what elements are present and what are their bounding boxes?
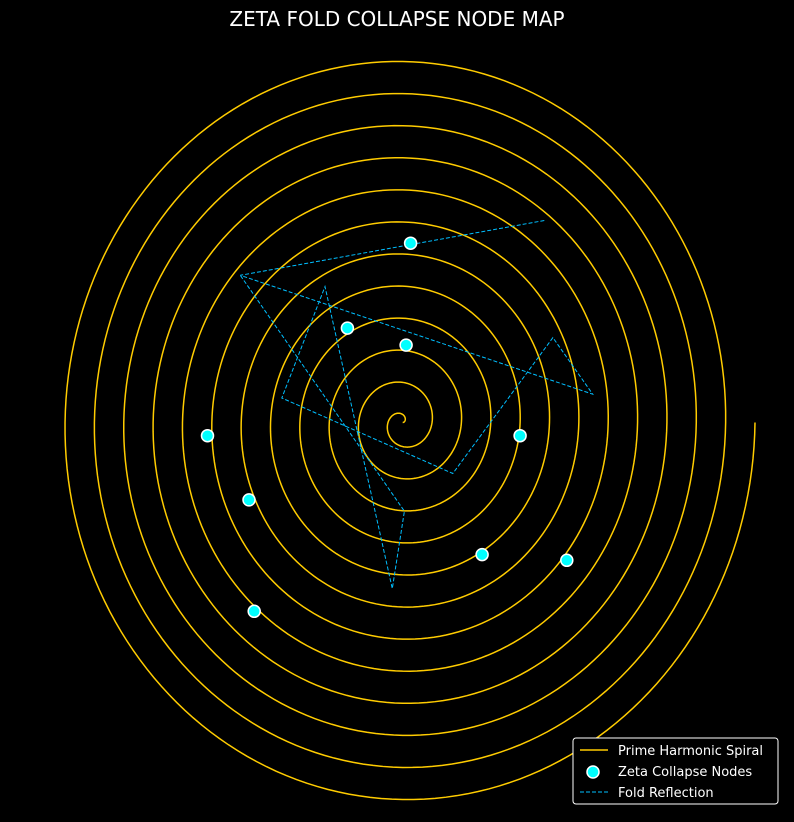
zeta-collapse-node-9 xyxy=(247,604,261,619)
zeta-collapse-node-6 xyxy=(242,493,256,507)
zeta-collapse-node-8 xyxy=(560,553,574,568)
zeta-collapse-node-2 xyxy=(340,321,355,335)
zeta-collapse-node-1 xyxy=(403,236,418,250)
series-prime-harmonic-spiral xyxy=(64,60,756,801)
legend-label-spiral: Prime Harmonic Spiral xyxy=(618,744,763,759)
zeta-collapse-node-3 xyxy=(399,338,413,352)
zeta-collapse-node-5 xyxy=(200,428,215,443)
zeta-collapse-node-4 xyxy=(513,428,527,443)
legend: Prime Harmonic Spiral Zeta Collapse Node… xyxy=(572,737,779,805)
legend-label-fold: Fold Reflection xyxy=(618,786,714,801)
chart-title: ZETA FOLD COLLAPSE NODE MAP xyxy=(229,7,564,31)
legend-label-nodes: Zeta Collapse Nodes xyxy=(618,765,752,780)
series-fold-reflection xyxy=(239,220,594,589)
zeta-collapse-node-7 xyxy=(475,547,489,562)
legend-node-swatch xyxy=(586,765,600,779)
legend-box xyxy=(572,737,779,805)
plot-area xyxy=(64,60,756,801)
